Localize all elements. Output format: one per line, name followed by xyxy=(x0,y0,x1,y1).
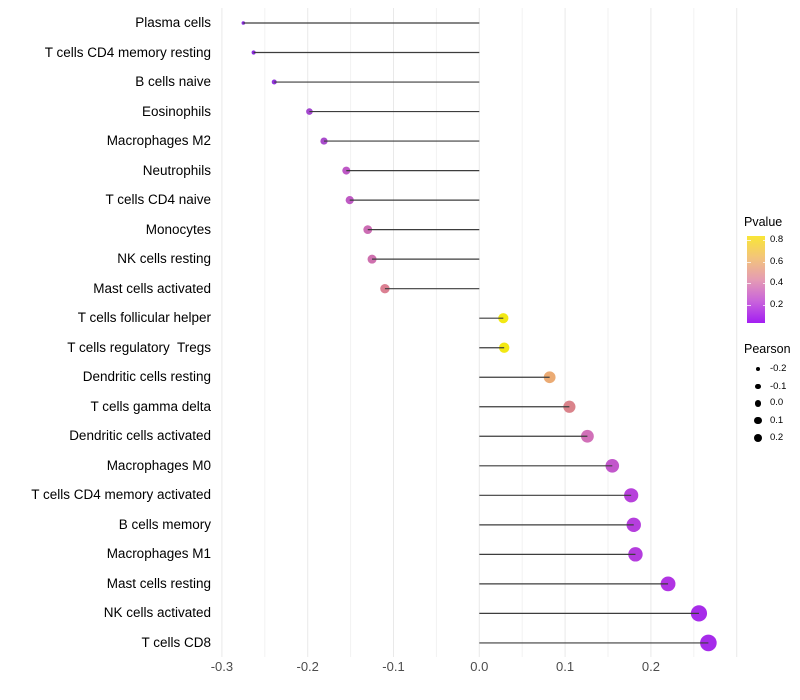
pearson-legend-dot xyxy=(754,400,762,407)
pearson-legend-label: 0.0 xyxy=(770,397,784,409)
colorbar-tick xyxy=(747,240,751,241)
pearson-legend-label: -0.1 xyxy=(770,380,787,392)
category-label: Monocytes xyxy=(145,221,211,237)
pearson-legend-label: 0.1 xyxy=(770,414,784,426)
x-tick-label: 0.2 xyxy=(642,659,660,674)
colorbar-tick xyxy=(747,304,751,306)
colorbar-tick xyxy=(762,261,766,263)
category-label: T cells follicular helper xyxy=(77,310,211,326)
category-label: T cells gamma delta xyxy=(90,398,211,414)
category-label: NK cells resting xyxy=(117,251,211,267)
colorbar-tick-label: 0.4 xyxy=(770,276,784,288)
category-label: Mast cells activated xyxy=(93,280,211,296)
category-label: T cells CD4 memory activated xyxy=(31,487,211,503)
legend-pvalue-title: Pvalue xyxy=(744,215,783,229)
category-label: Plasma cells xyxy=(135,15,211,30)
colorbar-tick-label: 0.2 xyxy=(770,298,784,310)
x-tick-label: -0.2 xyxy=(296,659,318,674)
pearson-legend-dot xyxy=(755,367,761,372)
x-tick-label: -0.1 xyxy=(382,659,404,674)
colorbar-tick xyxy=(762,304,766,306)
category-label: Macrophages M1 xyxy=(106,546,211,562)
pvalue-colorbar xyxy=(747,236,765,323)
legend-pearson-title: Pearson xyxy=(744,342,791,356)
category-label: Dendritic cells resting xyxy=(82,369,211,385)
category-label: Eosinophils xyxy=(141,103,211,119)
category-label: T cells CD8 xyxy=(141,634,211,650)
category-label: T cells regulatory Tregs xyxy=(67,339,211,355)
category-label: Dendritic cells activated xyxy=(69,428,211,444)
colorbar-tick-label: 0.6 xyxy=(770,255,784,267)
category-label: B cells memory xyxy=(118,516,211,532)
pearson-legend-dot xyxy=(754,417,762,425)
category-label: Neutrophils xyxy=(142,162,211,178)
pearson-legend-dot xyxy=(755,383,761,390)
colorbar-tick xyxy=(747,261,751,263)
x-tick-label: 0.1 xyxy=(556,659,574,674)
category-label: Macrophages M2 xyxy=(106,133,211,149)
colorbar-tick-label: 0.8 xyxy=(770,234,784,245)
pearson-legend-label: -0.2 xyxy=(770,363,787,375)
category-label: Mast cells resting xyxy=(106,575,211,591)
category-label: Macrophages M0 xyxy=(106,457,211,473)
category-label: B cells naive xyxy=(135,74,211,90)
category-label: NK cells activated xyxy=(103,605,211,621)
colorbar-tick xyxy=(747,282,751,284)
pearson-legend-dot xyxy=(753,433,763,442)
pearson-legend-label: 0.2 xyxy=(770,431,784,443)
x-tick-label: -0.3 xyxy=(211,659,233,674)
category-label: T cells CD4 memory resting xyxy=(44,44,211,60)
colorbar-tick xyxy=(762,282,766,284)
category-label: T cells CD4 naive xyxy=(105,192,211,208)
x-tick-label: 0.0 xyxy=(470,659,488,674)
data-point[interactable] xyxy=(380,283,390,294)
colorbar-tick xyxy=(762,240,766,241)
